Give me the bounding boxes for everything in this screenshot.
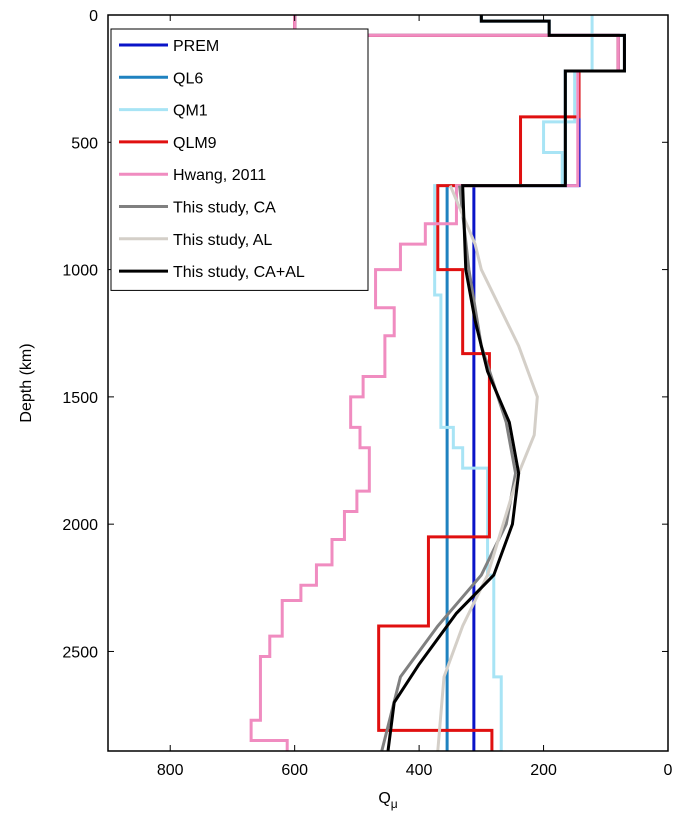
legend-label: QL6 bbox=[173, 70, 203, 87]
y-tick-label: 1000 bbox=[62, 263, 98, 280]
x-tick-label: 600 bbox=[281, 762, 308, 779]
x-tick-label: 0 bbox=[664, 762, 673, 779]
y-tick-label: 2500 bbox=[62, 644, 98, 661]
y-tick-label: 0 bbox=[89, 8, 98, 25]
profile-line bbox=[433, 15, 594, 751]
legend-label: PREM bbox=[173, 38, 219, 55]
y-tick-label: 500 bbox=[71, 135, 98, 152]
legend-label: This study, CA+AL bbox=[173, 264, 305, 281]
profile-line bbox=[249, 15, 620, 751]
profile-line bbox=[386, 15, 626, 752]
legend-label: This study, AL bbox=[173, 232, 272, 249]
legend-label: This study, CA bbox=[173, 200, 276, 217]
profile-line bbox=[436, 184, 539, 752]
legend-label: Hwang, 2011 bbox=[173, 167, 266, 184]
y-axis-label: Depth (km) bbox=[18, 343, 35, 422]
y-tick-label: 2000 bbox=[62, 517, 98, 534]
x-axis-label-base: Q bbox=[378, 790, 390, 807]
x-tick-label: 200 bbox=[530, 762, 557, 779]
x-axis-label-subscript: μ bbox=[391, 797, 398, 811]
legend-box bbox=[110, 28, 369, 291]
x-tick-label: 800 bbox=[157, 762, 184, 779]
legend-label: QLM9 bbox=[173, 135, 217, 152]
x-axis-label: Qμ bbox=[378, 790, 397, 811]
plot-frame bbox=[107, 14, 669, 752]
y-tick-label: 1500 bbox=[62, 390, 98, 407]
legend-label: QM1 bbox=[173, 103, 208, 120]
x-tick-label: 400 bbox=[406, 762, 433, 779]
